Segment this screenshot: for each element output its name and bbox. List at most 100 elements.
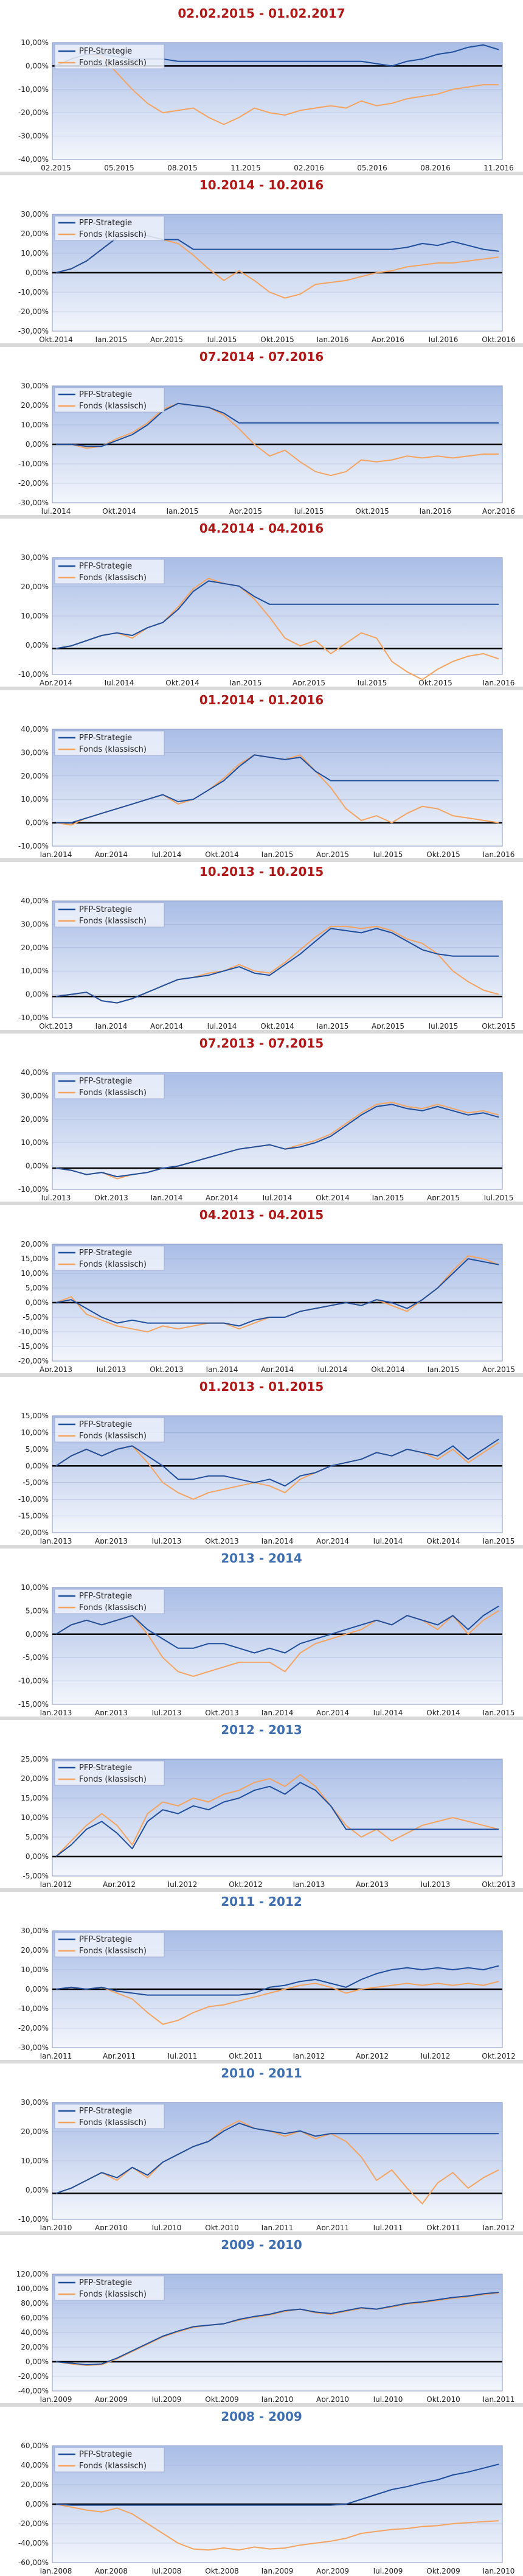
x-tick-label: Apr.2015 (150, 335, 183, 342)
x-tick-label: Jan.2010 (261, 2395, 294, 2402)
x-tick-label: Okt.2013 (150, 1365, 183, 1372)
legend: PFP-Strategie Fonds (klassisch) (54, 215, 165, 241)
chart-title: 10.2014 - 10.2016 (199, 178, 324, 192)
panel-separator (0, 687, 523, 690)
chart-title: 2011 - 2012 (221, 1894, 302, 1909)
x-tick-label: Apr.2015 (229, 507, 262, 514)
y-tick-label: 20,00% (21, 1240, 49, 1248)
y-tick-label: 30,00% (21, 1927, 49, 1935)
chart-panel: 07.2013 - 07.2015 40,00% 30,00% 20,00% 10,00… (0, 1030, 523, 1202)
legend: PFP-Strategie Fonds (klassisch) (54, 1932, 165, 1958)
line-chart: 30,00% 20,00% 10,00% 0,00% -10,00%Apr.2014 Ju… (18, 553, 515, 685)
x-tick-label: Jan.2014 (206, 1365, 238, 1372)
y-tick-label: -15,00% (18, 1342, 49, 1351)
line-chart: 30,00% 20,00% 10,00% 0,00% -10,00%Jan.2010 Ap… (18, 2098, 515, 2230)
legend: PFP-Strategie Fonds (klassisch) (54, 1760, 165, 1786)
y-tick-label: -20,00% (18, 1528, 49, 1537)
x-tick-label: Apr.2015 (316, 850, 349, 857)
y-tick-label: 10,00% (21, 795, 49, 803)
x-tick-label: Jan.2015 (482, 1537, 515, 1544)
y-tick-label: -10,00% (18, 460, 49, 468)
x-tick-label: Apr.2015 (372, 1022, 404, 1029)
x-tick-label: Okt.2015 (418, 679, 452, 685)
x-tick-label: Jan.2015 (427, 1365, 460, 1372)
y-tick-label: -5,00% (23, 1313, 49, 1321)
chart-panel: 04.2014 - 04.2016 30,00% 20,00% 10,00% 0,00%… (0, 515, 523, 687)
y-tick-label: 30,00% (21, 210, 49, 219)
x-tick-label: Jul.2010 (373, 2395, 403, 2402)
legend-label-strategy: PFP-Strategie (79, 1935, 132, 1944)
x-tick-label: Jan.2014 (261, 1537, 294, 1544)
y-tick-label: -30,00% (18, 499, 49, 507)
y-tick-label: -20,00% (18, 479, 49, 488)
x-tick-label: Apr.2013 (40, 1365, 72, 1372)
x-tick-label: Jan.2014 (95, 1022, 128, 1029)
chart-title: 10.2013 - 10.2015 (199, 864, 324, 879)
y-tick-label: -30,00% (18, 327, 49, 335)
x-tick-label: Jan.2011 (482, 2395, 515, 2402)
panel-separator (0, 172, 523, 175)
y-tick-label: 5,00% (26, 1284, 49, 1292)
x-tick-label: Okt.2015 (482, 1022, 515, 1029)
y-tick-label: 20,00% (21, 401, 49, 410)
legend-label-fund: Fonds (klassisch) (79, 2290, 147, 2299)
series-line-strategy (55, 580, 499, 649)
x-tick-label: Okt.2010 (426, 2395, 460, 2402)
x-tick-label: Jul.2008 (151, 2567, 182, 2574)
chart-panel: 2012 - 2013 25,00% 20,00% 15,00% 10,00% 5,00%… (0, 1717, 523, 1888)
legend-label-strategy: PFP-Strategie (79, 733, 132, 743)
y-tick-label: 5,00% (26, 1606, 49, 1615)
y-tick-label: -10,00% (18, 1677, 49, 1685)
x-tick-label: Jan.2014 (261, 1709, 294, 1715)
y-tick-label: 0,00% (26, 641, 49, 649)
x-tick-label: Apr.2015 (427, 1194, 460, 1200)
legend-label-fund: Fonds (klassisch) (79, 58, 147, 68)
y-tick-label: 20,00% (21, 772, 49, 780)
y-tick-label: -20,00% (18, 2519, 49, 2528)
y-tick-label: -10,00% (18, 842, 49, 850)
line-chart: 120,00% 100,00% 80,00% 60,00% 40,00% 20,00% 0,… (16, 2270, 515, 2402)
y-tick-label: 20,00% (21, 2343, 49, 2351)
x-tick-label: Okt.2013 (482, 1880, 515, 1887)
x-tick-label: Okt.2014 (426, 1537, 460, 1544)
y-tick-label: 30,00% (21, 2098, 49, 2107)
panel-separator (0, 2231, 523, 2235)
y-tick-label: 20,00% (21, 943, 49, 952)
y-tick-label: -10,00% (18, 2004, 49, 2013)
x-tick-label: Apr.2014 (95, 850, 128, 857)
x-tick-label: Jan.2011 (261, 2224, 294, 2230)
x-tick-label: Apr.2012 (103, 1880, 136, 1887)
legend: PFP-Strategie Fonds (klassisch) (54, 2104, 165, 2129)
series-line-fund (55, 2292, 499, 2366)
x-tick-label: Jul.2015 (373, 850, 403, 857)
x-tick-label: 05.2015 (104, 164, 134, 170)
x-tick-label: Okt.2014 (371, 1365, 404, 1372)
y-tick-label: 30,00% (21, 748, 49, 757)
x-tick-label: Jul.2013 (420, 1880, 451, 1887)
legend: PFP-Strategie Fonds (klassisch) (54, 1074, 165, 1099)
legend-label-strategy: PFP-Strategie (79, 390, 132, 399)
x-tick-label: Jan.2009 (40, 2395, 72, 2402)
x-tick-label: 08.2016 (420, 164, 451, 170)
y-tick-label: -10,00% (18, 2215, 49, 2224)
x-tick-label: Apr.2011 (316, 2224, 349, 2230)
series-line-fund (55, 54, 499, 125)
x-tick-label: Jan.2015 (166, 507, 199, 514)
y-tick-label: 0,00% (26, 1852, 49, 1861)
series-line-fund (55, 1981, 499, 2025)
x-tick-label: Apr.2014 (150, 1022, 183, 1029)
x-tick-label: Jul.2014 (373, 1537, 403, 1544)
x-tick-label: Okt.2014 (39, 335, 72, 342)
legend: PFP-Strategie Fonds (klassisch) (54, 2275, 165, 2301)
y-tick-label: 0,00% (26, 268, 49, 277)
x-tick-label: Jul.2012 (420, 2052, 451, 2059)
y-tick-label: 0,00% (26, 1630, 49, 1639)
x-tick-label: Okt.2012 (229, 1880, 262, 1887)
x-tick-label: Okt.2013 (39, 1022, 72, 1029)
legend: PFP-Strategie Fonds (klassisch) (54, 1589, 165, 1614)
y-tick-label: 40,00% (21, 725, 49, 733)
y-tick-label: 10,00% (21, 612, 49, 620)
legend-label-fund: Fonds (klassisch) (79, 2118, 147, 2127)
chart-title: 02.02.2015 - 01.02.2017 (178, 6, 345, 21)
x-tick-label: Jul.2014 (317, 1365, 348, 1372)
